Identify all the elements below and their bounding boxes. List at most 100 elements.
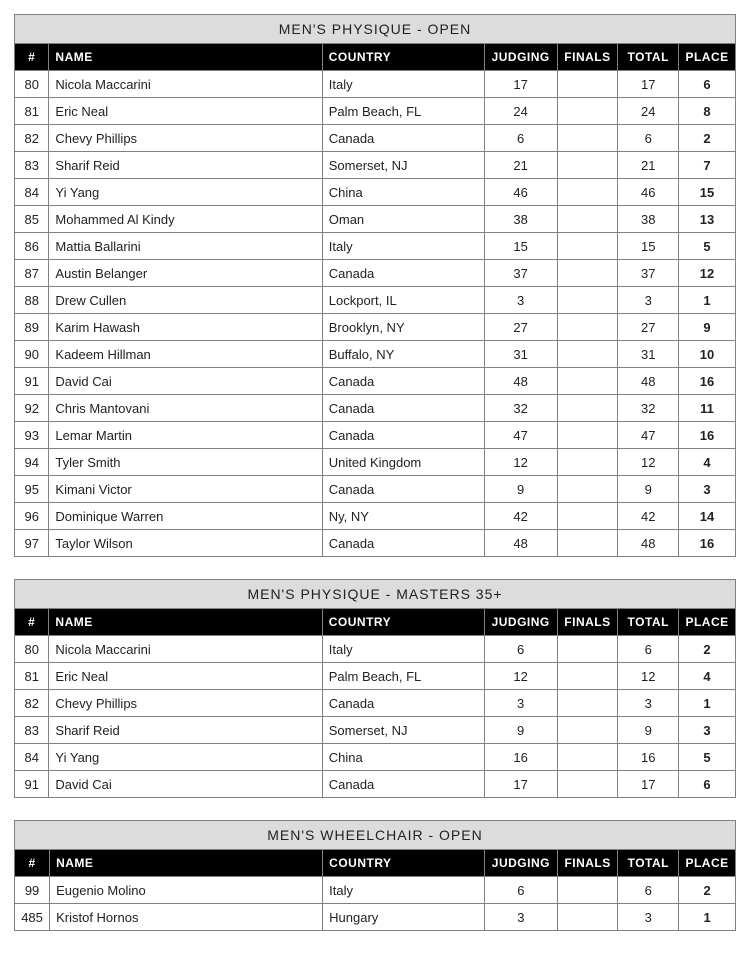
cell-num: 81 xyxy=(15,98,49,125)
cell-judging: 46 xyxy=(484,179,557,206)
cell-num: 80 xyxy=(15,636,49,663)
col-header-place: PLACE xyxy=(679,609,736,636)
cell-num: 84 xyxy=(15,179,49,206)
cell-num: 81 xyxy=(15,663,49,690)
cell-total: 12 xyxy=(618,663,679,690)
table-header-row: #NAMECOUNTRYJUDGINGFINALSTOTALPLACE xyxy=(15,44,736,71)
cell-name: Sharif Reid xyxy=(49,717,322,744)
cell-place: 4 xyxy=(679,663,736,690)
cell-total: 17 xyxy=(618,771,679,798)
cell-judging: 6 xyxy=(484,877,557,904)
cell-name: Nicola Maccarini xyxy=(49,636,322,663)
cell-num: 97 xyxy=(15,530,49,557)
results-table: MEN'S PHYSIQUE - MASTERS 35+#NAMECOUNTRY… xyxy=(14,579,736,798)
cell-total: 17 xyxy=(618,71,679,98)
cell-place: 6 xyxy=(679,71,736,98)
col-header-finals: FINALS xyxy=(557,850,618,877)
cell-country: China xyxy=(322,744,484,771)
cell-country: Hungary xyxy=(323,904,485,931)
cell-place: 2 xyxy=(679,125,736,152)
cell-num: 95 xyxy=(15,476,49,503)
cell-total: 15 xyxy=(618,233,679,260)
table-row: 81Eric NealPalm Beach, FL12124 xyxy=(15,663,736,690)
table-row: 92Chris MantovaniCanada323211 xyxy=(15,395,736,422)
cell-finals xyxy=(557,904,618,931)
cell-finals xyxy=(557,476,618,503)
results-tables: MEN'S PHYSIQUE - OPEN#NAMECOUNTRYJUDGING… xyxy=(14,14,736,931)
table-title: MEN'S PHYSIQUE - OPEN xyxy=(15,15,736,44)
cell-num: 485 xyxy=(15,904,50,931)
cell-total: 42 xyxy=(618,503,679,530)
cell-finals xyxy=(557,877,618,904)
cell-finals xyxy=(557,690,618,717)
cell-judging: 15 xyxy=(484,233,557,260)
cell-country: Buffalo, NY xyxy=(322,341,484,368)
cell-total: 31 xyxy=(618,341,679,368)
table-row: 93Lemar MartinCanada474716 xyxy=(15,422,736,449)
cell-total: 3 xyxy=(618,690,679,717)
cell-num: 93 xyxy=(15,422,49,449)
cell-total: 6 xyxy=(618,877,679,904)
cell-judging: 6 xyxy=(484,636,557,663)
table-row: 90Kadeem HillmanBuffalo, NY313110 xyxy=(15,341,736,368)
table-row: 95Kimani VictorCanada993 xyxy=(15,476,736,503)
cell-finals xyxy=(557,422,618,449)
cell-judging: 38 xyxy=(484,206,557,233)
cell-finals xyxy=(557,368,618,395)
cell-finals xyxy=(557,530,618,557)
cell-total: 3 xyxy=(618,287,679,314)
cell-judging: 16 xyxy=(484,744,557,771)
cell-finals xyxy=(557,636,618,663)
cell-country: Canada xyxy=(322,771,484,798)
table-row: 485Kristof HornosHungary331 xyxy=(15,904,736,931)
cell-finals xyxy=(557,771,618,798)
cell-num: 99 xyxy=(15,877,50,904)
table-row: 97Taylor WilsonCanada484816 xyxy=(15,530,736,557)
col-header-num: # xyxy=(15,609,49,636)
cell-num: 88 xyxy=(15,287,49,314)
table-header-row: #NAMECOUNTRYJUDGINGFINALSTOTALPLACE xyxy=(15,609,736,636)
table-row: 88Drew CullenLockport, IL331 xyxy=(15,287,736,314)
cell-country: Brooklyn, NY xyxy=(322,314,484,341)
cell-finals xyxy=(557,341,618,368)
results-table: MEN'S WHEELCHAIR - OPEN#NAMECOUNTRYJUDGI… xyxy=(14,820,736,931)
cell-judging: 37 xyxy=(484,260,557,287)
table-row: 82Chevy PhillipsCanada331 xyxy=(15,690,736,717)
cell-name: Kristof Hornos xyxy=(50,904,323,931)
col-header-country: COUNTRY xyxy=(323,850,485,877)
table-row: 80Nicola MaccariniItaly17176 xyxy=(15,71,736,98)
cell-total: 48 xyxy=(618,530,679,557)
cell-judging: 3 xyxy=(484,904,557,931)
cell-place: 13 xyxy=(679,206,736,233)
cell-finals xyxy=(557,663,618,690)
cell-finals xyxy=(557,71,618,98)
cell-name: Sharif Reid xyxy=(49,152,322,179)
cell-country: Canada xyxy=(322,690,484,717)
cell-finals xyxy=(557,744,618,771)
cell-name: Austin Belanger xyxy=(49,260,322,287)
cell-num: 83 xyxy=(15,717,49,744)
cell-country: Canada xyxy=(322,422,484,449)
cell-total: 6 xyxy=(618,125,679,152)
cell-judging: 12 xyxy=(484,449,557,476)
cell-place: 11 xyxy=(679,395,736,422)
cell-total: 47 xyxy=(618,422,679,449)
cell-place: 1 xyxy=(679,904,736,931)
results-table: MEN'S PHYSIQUE - OPEN#NAMECOUNTRYJUDGING… xyxy=(14,14,736,557)
cell-name: Drew Cullen xyxy=(49,287,322,314)
col-header-judging: JUDGING xyxy=(484,609,557,636)
cell-judging: 17 xyxy=(484,71,557,98)
cell-judging: 3 xyxy=(484,690,557,717)
col-header-num: # xyxy=(15,850,50,877)
cell-name: Chris Mantovani xyxy=(49,395,322,422)
cell-judging: 32 xyxy=(484,395,557,422)
cell-judging: 9 xyxy=(484,717,557,744)
cell-total: 6 xyxy=(618,636,679,663)
cell-country: China xyxy=(322,179,484,206)
table-row: 87Austin BelangerCanada373712 xyxy=(15,260,736,287)
cell-finals xyxy=(557,179,618,206)
cell-place: 6 xyxy=(679,771,736,798)
table-row: 94Tyler SmithUnited Kingdom12124 xyxy=(15,449,736,476)
cell-country: Somerset, NJ xyxy=(322,152,484,179)
cell-judging: 9 xyxy=(484,476,557,503)
